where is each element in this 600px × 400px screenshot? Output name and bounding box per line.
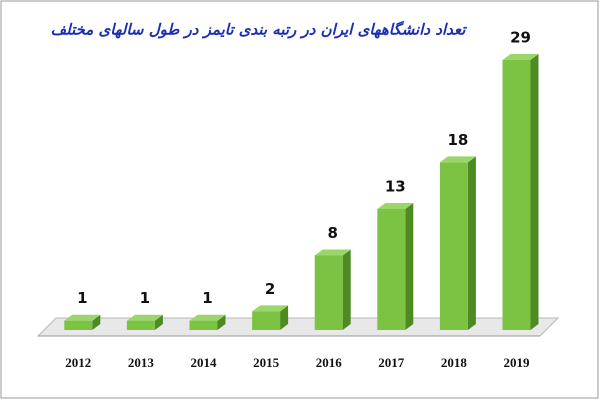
x-tick-label: 2016 [316,355,343,370]
bar [439,162,468,330]
x-tick-label: 2012 [65,355,91,370]
bar-side [405,202,414,330]
bar-top [252,305,289,312]
x-tick-label: 2014 [191,355,218,370]
chart-title: تعداد دانشگاههای ایران در رتبه بندی تایم… [51,21,468,39]
bar [377,208,406,330]
bar-side [467,156,476,330]
data-label: 1 [202,289,212,307]
bar-top [314,249,351,256]
bar-side [342,249,351,330]
x-tick-label: 2018 [441,355,468,370]
data-label: 2 [265,280,275,298]
bar-top [126,314,163,321]
x-tick-label: 2013 [128,355,155,370]
bar-top [502,54,539,60]
x-tick-label: 2015 [253,355,280,370]
bar [64,320,93,330]
data-label: 1 [140,289,150,307]
x-tick-label: 2017 [378,355,405,370]
bar [189,320,218,330]
bar-side [530,54,539,330]
x-tick-label: 2019 [504,355,531,370]
bar [126,320,155,330]
data-label: 13 [385,177,406,195]
data-label: 1 [77,289,87,307]
bar [314,255,343,330]
data-label: 18 [447,131,468,149]
bar-top [377,202,414,209]
floor [36,317,560,337]
bar [502,60,531,330]
bar [252,311,281,330]
bar-side [154,314,163,330]
data-label: 8 [327,224,337,242]
bar-top [439,156,476,163]
bar-top [64,314,101,321]
bar-side [92,314,101,330]
bar-side [217,314,226,330]
data-label: 29 [510,29,531,47]
bar-top [189,314,226,321]
bar-side [280,305,289,330]
